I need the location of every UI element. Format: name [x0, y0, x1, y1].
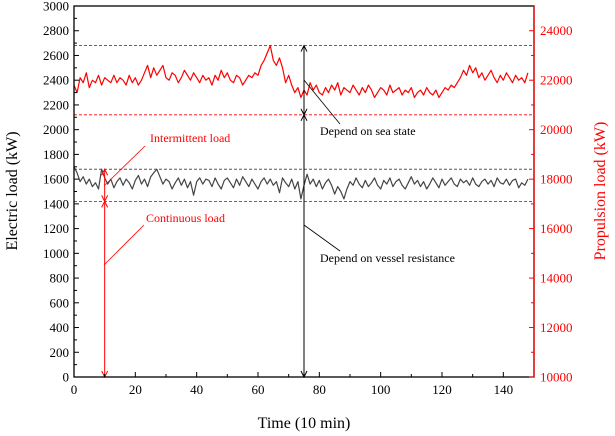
- x-tick-label-60: 60: [252, 382, 265, 397]
- y-right-tick-label-20000: 20000: [540, 122, 573, 137]
- y-left-tick-label-1600: 1600: [43, 172, 69, 187]
- x-tick-label-0: 0: [71, 382, 78, 397]
- series-electric-load: [73, 166, 529, 200]
- y-left-axis-ticks: 0 200 400 600 800 1000 1200 1400 1600 1800 2000 220…: [43, 0, 79, 385]
- leader-intermittent: [103, 145, 146, 187]
- y-left-tick-label-1200: 1200: [43, 221, 69, 236]
- x-tick-label-100: 100: [371, 382, 391, 397]
- annotation-arrows: [101, 44, 308, 379]
- y-left-tick-label-1800: 1800: [43, 147, 69, 162]
- y-left-tick-label-600: 600: [50, 295, 70, 310]
- x-axis-title: Time (10 min): [258, 415, 351, 432]
- y-left-tick-label-1400: 1400: [43, 196, 69, 211]
- y-right-tick-label-10000: 10000: [540, 370, 573, 385]
- series-propulsion-load: [73, 44, 529, 99]
- annotation-vessel-resistance: Depend on vessel resistance: [320, 251, 455, 265]
- y-left-tick-label-400: 400: [50, 320, 70, 335]
- x-tick-label-40: 40: [190, 382, 203, 397]
- y-left-tick-label-2800: 2800: [43, 23, 69, 38]
- y-right-tick-label-22000: 22000: [540, 73, 573, 88]
- annotation-intermittent-load: Intermittent load: [150, 131, 230, 145]
- arrow-intermittent-head-top: [101, 168, 109, 176]
- y-right-tick-label-16000: 16000: [540, 221, 573, 236]
- annotation-continuous-load: Continuous load: [146, 211, 225, 225]
- x-tick-label-120: 120: [432, 382, 452, 397]
- y-right-tick-label-12000: 12000: [540, 320, 573, 335]
- y-left-tick-label-800: 800: [50, 271, 70, 286]
- leader-continuous: [103, 224, 145, 266]
- series-lines: [73, 44, 529, 200]
- y-left-tick-label-2600: 2600: [43, 48, 69, 63]
- x-axis-ticks: 0 20 40 60 80 100 120 140: [71, 372, 513, 397]
- y-left-tick-label-2200: 2200: [43, 97, 69, 112]
- y-left-tick-label-0: 0: [63, 370, 70, 385]
- x-tick-label-80: 80: [313, 382, 326, 397]
- leader-sea-state: [303, 79, 341, 125]
- leader-vessel-resistance: [303, 224, 341, 252]
- y-right-tick-label-14000: 14000: [540, 271, 573, 286]
- y-left-tick-label-3000: 3000: [43, 0, 69, 14]
- y-left-tick-label-2000: 2000: [43, 122, 69, 137]
- y-left-tick-label-200: 200: [50, 345, 70, 360]
- y-right-tick-label-18000: 18000: [540, 172, 573, 187]
- y-right-axis-ticks: 10000 12000 14000 16000 18000 20000 22000 24000: [529, 23, 573, 385]
- y-right-tick-label-24000: 24000: [540, 23, 573, 38]
- y-right-axis-title: Propulsion load (kW): [592, 122, 609, 261]
- x-tick-label-140: 140: [494, 382, 514, 397]
- arrow-vessel-resistance-head-top: [300, 113, 308, 122]
- y-left-axis-title: Electric load (kW): [4, 131, 21, 250]
- y-left-tick-label-2400: 2400: [43, 73, 69, 88]
- annotation-sea-state: Depend on sea state: [320, 124, 416, 138]
- arrow-continuous-head-top: [101, 200, 109, 208]
- y-left-tick-label-1000: 1000: [43, 246, 69, 261]
- x-tick-label-20: 20: [129, 382, 142, 397]
- arrow-sea-state-head-top: [300, 44, 308, 52]
